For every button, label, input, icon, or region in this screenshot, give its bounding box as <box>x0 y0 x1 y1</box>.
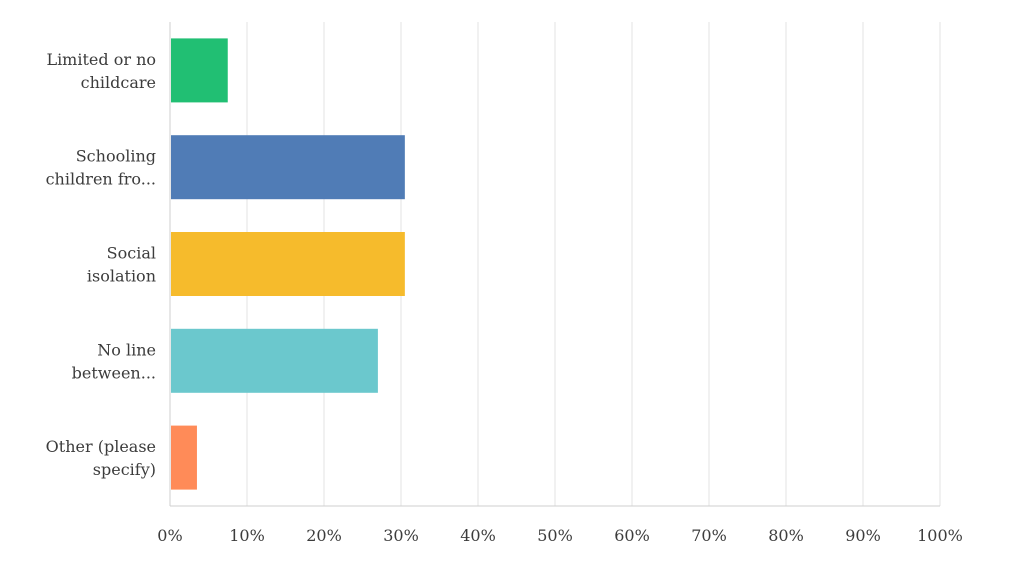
x-tick-label: 10% <box>229 526 265 545</box>
x-tick-label: 50% <box>537 526 573 545</box>
category-label: No line between... <box>72 340 156 382</box>
category-label: Limited or no childcare <box>46 50 156 92</box>
bar[interactable] <box>171 425 197 490</box>
x-tick-label: 0% <box>157 526 182 545</box>
category-label: Schooling children fro... <box>46 147 156 189</box>
bars <box>171 38 405 490</box>
bar[interactable] <box>171 38 228 103</box>
category-labels: Limited or no childcare Schooling children … <box>46 50 156 479</box>
bar[interactable] <box>171 232 405 296</box>
x-tick-label: 30% <box>383 526 419 545</box>
x-tick-label: 100% <box>917 526 963 545</box>
x-tick-label: 40% <box>460 526 496 545</box>
x-tick-label: 60% <box>614 526 650 545</box>
category-label: Social isolation <box>87 244 156 286</box>
x-tick-label: 70% <box>691 526 727 545</box>
x-tick-label: 80% <box>768 526 804 545</box>
bar[interactable] <box>171 328 378 393</box>
category-label: Other (please specify) <box>46 437 156 479</box>
axes <box>169 22 940 507</box>
x-tick-labels: 0% 10% 20% 30% 40% 50% 60% 70% 80% 90% 100% <box>157 526 963 545</box>
x-tick-label: 20% <box>306 526 342 545</box>
bar[interactable] <box>171 135 405 200</box>
gridlines <box>246 22 941 506</box>
x-tick-label: 90% <box>845 526 881 545</box>
